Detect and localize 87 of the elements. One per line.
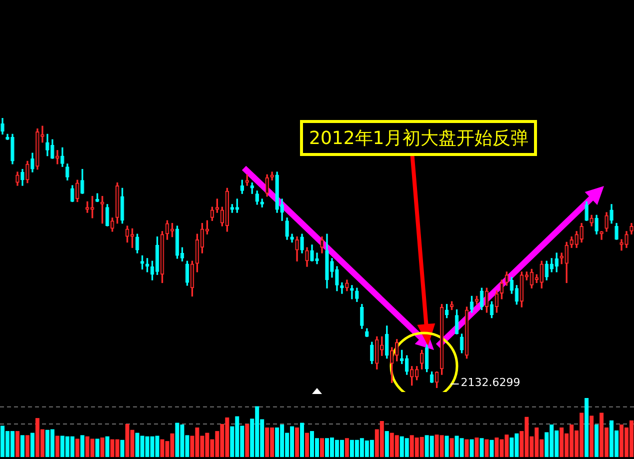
bar xyxy=(594,424,599,457)
candlestick xyxy=(580,222,584,243)
candlestick xyxy=(66,164,70,180)
candlestick xyxy=(265,174,269,197)
candlestick xyxy=(355,288,359,302)
candlestick xyxy=(365,328,369,338)
annotation: 2012年1月初大盘开始反弹 xyxy=(300,120,538,156)
candlestick xyxy=(345,280,349,292)
bar xyxy=(484,439,489,457)
candlestick xyxy=(594,214,598,234)
candlestick xyxy=(614,222,618,240)
candlestick xyxy=(275,172,279,213)
bar xyxy=(295,428,300,457)
annotation: 2132.6299 xyxy=(460,376,520,389)
candlestick xyxy=(325,234,329,288)
candlestick xyxy=(624,231,628,248)
candlestick xyxy=(375,336,379,370)
bar xyxy=(100,438,104,457)
bar xyxy=(470,439,474,457)
bar xyxy=(20,435,24,457)
candlestick xyxy=(590,214,594,226)
candlestick xyxy=(10,134,14,164)
candlestick xyxy=(20,168,24,186)
bar xyxy=(120,440,124,457)
bar xyxy=(105,436,110,457)
bar xyxy=(590,416,594,457)
candlestick xyxy=(560,252,564,264)
bar xyxy=(584,398,589,457)
candlestick xyxy=(584,201,588,221)
candlestick xyxy=(330,258,334,278)
bar xyxy=(75,438,80,457)
bar xyxy=(490,440,494,457)
bar xyxy=(30,432,34,457)
candlestick xyxy=(370,342,374,364)
candlestick xyxy=(36,128,40,170)
bar xyxy=(300,422,304,457)
bar xyxy=(464,439,469,457)
candlestick xyxy=(570,236,574,248)
candlestick xyxy=(610,204,614,224)
bar xyxy=(480,438,484,457)
candlestick xyxy=(604,212,608,232)
bar xyxy=(384,431,389,457)
candlestick xyxy=(230,204,234,213)
candlestick xyxy=(255,190,259,205)
bar xyxy=(80,435,84,457)
candlestick xyxy=(574,231,578,248)
candlestick xyxy=(70,185,74,202)
candlestick xyxy=(280,198,284,221)
candlestick xyxy=(76,180,80,202)
candlestick xyxy=(46,134,50,156)
bar xyxy=(25,435,30,457)
candlestick xyxy=(30,152,34,172)
candlestick xyxy=(564,242,568,284)
bar xyxy=(95,438,100,457)
bar xyxy=(55,436,60,457)
candlestick xyxy=(60,147,64,167)
candlestick xyxy=(390,347,394,383)
candlestick xyxy=(620,239,624,251)
candlestick xyxy=(0,118,4,135)
candlestick xyxy=(320,236,324,254)
candlestick xyxy=(245,174,249,186)
candlestick xyxy=(40,126,44,143)
bar xyxy=(344,438,349,457)
bar xyxy=(450,438,454,457)
candlestick xyxy=(240,180,244,194)
bar xyxy=(305,432,310,457)
bar xyxy=(15,431,20,457)
candlestick xyxy=(305,247,309,267)
bar xyxy=(245,424,250,457)
candlestick xyxy=(385,326,389,359)
candlestick xyxy=(360,304,364,329)
bar xyxy=(320,438,324,457)
candlestick xyxy=(380,336,384,356)
candlestick xyxy=(310,244,314,262)
candlestick xyxy=(350,285,354,300)
candlestick xyxy=(295,236,299,262)
candlestick xyxy=(335,266,339,292)
bar xyxy=(444,436,449,457)
candlestick xyxy=(50,139,54,159)
candlestick xyxy=(285,218,289,240)
candlestick xyxy=(260,198,264,208)
candlestick xyxy=(26,160,30,184)
candlestick xyxy=(300,234,304,254)
candlestick xyxy=(630,222,634,234)
candlestick xyxy=(140,255,144,270)
candlestick xyxy=(270,172,274,180)
candlestick xyxy=(16,172,20,186)
